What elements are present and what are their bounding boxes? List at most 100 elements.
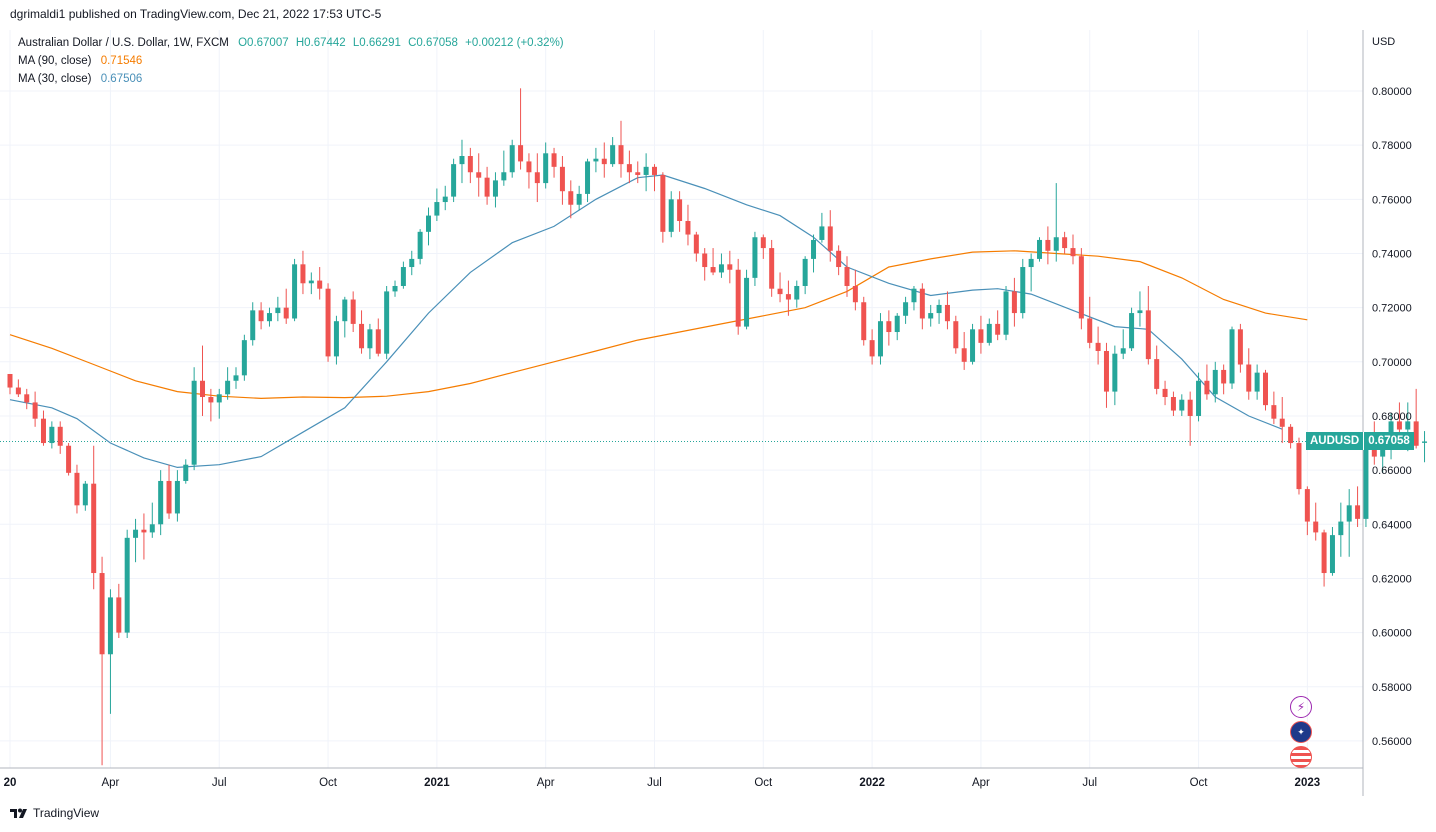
candle-body [225, 380, 231, 395]
candle [317, 267, 323, 300]
candle [1204, 364, 1210, 400]
candle-body [651, 166, 657, 175]
candle-body [384, 291, 390, 354]
candle [359, 310, 365, 354]
candle-body [710, 267, 716, 273]
y-tick-label: 0.56000 [1372, 736, 1412, 748]
candle-body [476, 172, 482, 178]
candle [1037, 237, 1043, 262]
candle [250, 302, 256, 346]
candle [49, 421, 55, 449]
candle-body [317, 280, 323, 289]
candle-body [1304, 489, 1310, 522]
candle-body [1145, 310, 1151, 360]
candle-body [1020, 267, 1026, 314]
y-tick-label: 0.58000 [1372, 682, 1412, 694]
candle [718, 253, 724, 278]
candle [484, 166, 490, 205]
candle-body [1062, 237, 1068, 249]
legend-ma90: MA (90, close) 0.71546 [18, 52, 568, 70]
candle [1212, 361, 1218, 403]
y-tick-label: 0.78000 [1372, 140, 1412, 152]
candle [1271, 391, 1277, 425]
candle [208, 388, 214, 422]
candle-body [1263, 372, 1268, 406]
y-tick-label: 0.68000 [1372, 411, 1412, 423]
candle-body [40, 418, 46, 444]
candle-body [928, 313, 934, 319]
candle-body [685, 220, 691, 235]
candle-body [1388, 421, 1394, 441]
candle-body [1363, 443, 1369, 519]
candle-body [777, 288, 783, 295]
candle-body [1037, 239, 1043, 259]
candle-body [936, 304, 942, 314]
candle [501, 150, 507, 186]
candle [1263, 369, 1268, 411]
candle [744, 269, 750, 330]
candle [936, 299, 942, 324]
candle-body [610, 145, 616, 165]
candle-body [727, 264, 733, 270]
candle-body [919, 288, 925, 319]
candle [107, 589, 113, 714]
candle-body [325, 288, 331, 357]
candle-body [1053, 237, 1059, 251]
candle-body [1296, 443, 1302, 490]
candle-body [1204, 380, 1210, 395]
candle [292, 258, 298, 322]
last-price-tag: AUDUSD 0.67058 [1306, 432, 1414, 451]
y-tick-label: 0.64000 [1372, 519, 1412, 531]
au-flag-icon[interactable]: ✦ [1290, 721, 1312, 743]
candle-body [1137, 310, 1143, 314]
candle [928, 304, 934, 327]
candle-body [442, 196, 448, 203]
candle [133, 518, 139, 563]
x-axis: 20 Apr Jul Oct 2021 Apr Jul Oct 2022 Apr Jul Oct 202… [4, 777, 1321, 789]
y-tick-label: 0.70000 [1372, 357, 1412, 369]
candle-body [467, 156, 473, 173]
candle-body [1396, 421, 1402, 430]
candle-body [635, 172, 641, 175]
candle-body [559, 166, 565, 192]
us-flag-icon[interactable] [1290, 746, 1312, 768]
candle [124, 529, 130, 639]
candle [325, 283, 331, 362]
candle-body [283, 307, 289, 319]
candle [442, 185, 448, 211]
legend-main: Australian Dollar / U.S. Dollar, 1W, FXC… [18, 34, 568, 52]
candle [986, 318, 992, 346]
candle-body [1221, 369, 1227, 384]
x-tick-label: Oct [319, 777, 338, 789]
candle-body [24, 394, 30, 403]
candle [735, 258, 741, 335]
candle-body [677, 199, 683, 221]
candle [384, 285, 390, 360]
candle [1129, 307, 1135, 351]
lightning-icon[interactable]: ⚡ [1290, 696, 1312, 718]
candle [651, 164, 657, 192]
candle [400, 261, 406, 289]
candle-body [1003, 291, 1009, 335]
candle [1346, 489, 1352, 557]
candle-body [200, 380, 206, 398]
candle-body [426, 215, 431, 232]
legend-high: H0.67442 [295, 37, 346, 49]
candle [727, 250, 733, 284]
candle [57, 421, 63, 454]
candle [660, 172, 666, 243]
footer-brand[interactable]: TradingView [10, 806, 99, 820]
candle [1329, 526, 1335, 576]
candle-body [576, 193, 582, 205]
candle [116, 583, 122, 639]
candle-body [158, 480, 164, 525]
candle [593, 147, 599, 173]
candle-body [718, 264, 724, 273]
candle-body [275, 307, 281, 314]
candle-body [618, 145, 624, 165]
candle-body [844, 267, 850, 286]
candle-body [1196, 380, 1202, 416]
legend: Australian Dollar / U.S. Dollar, 1W, FXC… [18, 34, 568, 88]
candle-body [409, 258, 415, 268]
